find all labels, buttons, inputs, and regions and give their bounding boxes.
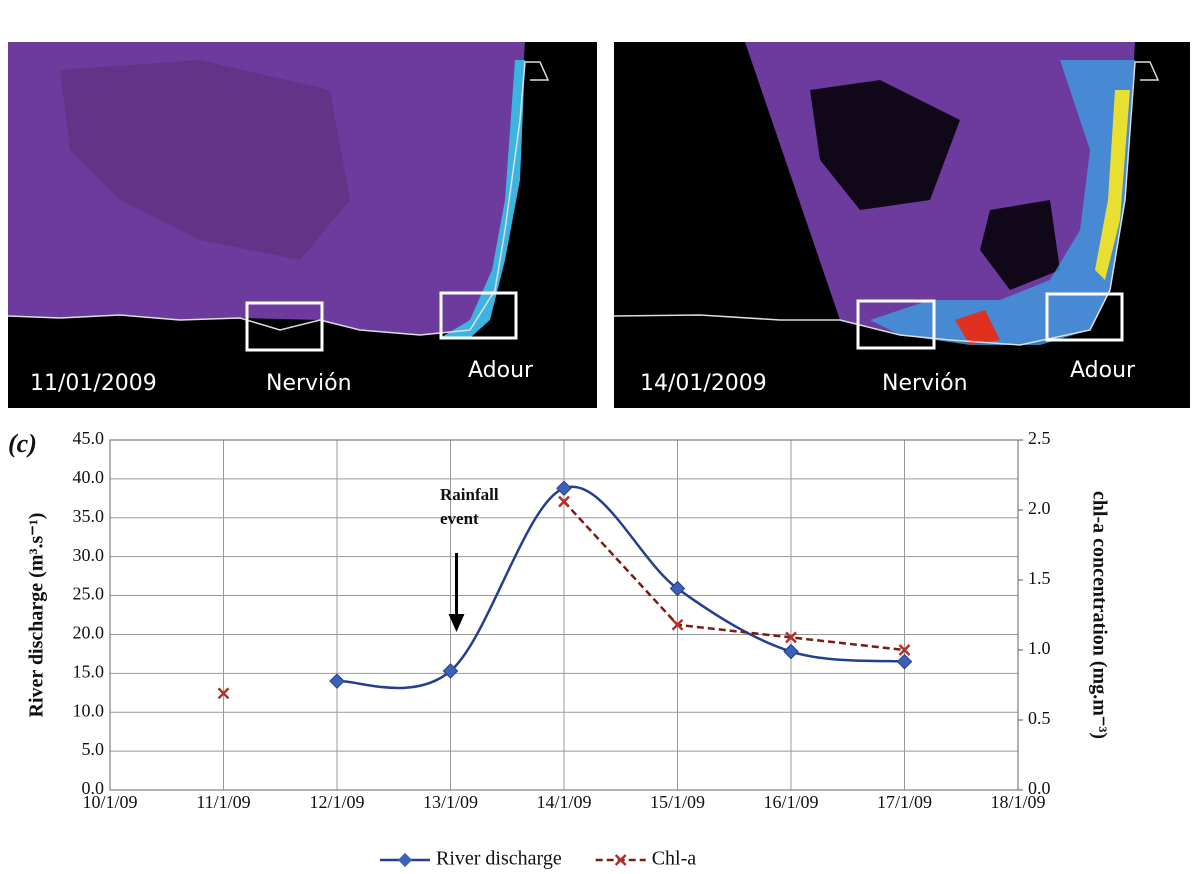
panel-label: (a): [10, 15, 41, 40]
coastline: [7, 61, 550, 336]
legend-label: River discharge: [436, 848, 562, 870]
legend-marker: [614, 854, 627, 866]
plot-frame: [109, 439, 1019, 791]
plume: [870, 60, 1135, 345]
y-tick-label: 10.0: [73, 700, 105, 720]
panel-b: (b) 14/01/2009 Nervión Adour: [613, 15, 1190, 408]
region-label: Nervión: [882, 371, 968, 396]
panel-label: (b): [622, 15, 653, 40]
data-point: [217, 687, 230, 700]
x-tick-label: 17/1/09: [877, 792, 932, 812]
y2-axis-title: chl-a concentration (mg.m⁻³): [1088, 491, 1110, 739]
y2-tick-label: 2.5: [1028, 428, 1051, 448]
plume: [440, 60, 525, 338]
y2-tick-label: 0.5: [1028, 708, 1051, 728]
region-label: Adour: [1070, 358, 1136, 383]
plume-high: [955, 310, 1000, 345]
panel-a: (a) 11/01/2009 Nervión Adour: [7, 15, 597, 408]
y-tick-label: 25.0: [73, 584, 105, 604]
y-tick-label: 35.0: [73, 506, 105, 526]
x-tick-label: 18/1/09: [990, 792, 1045, 812]
region-label: Nervión: [266, 371, 352, 396]
date-label: 11/01/2009: [30, 371, 157, 396]
y2-tick-label: 1.5: [1028, 568, 1051, 588]
data-point: [556, 480, 572, 497]
y2-tick-label: 0.0: [1028, 778, 1051, 798]
coastline: [613, 61, 1160, 346]
panel-label: (c): [8, 429, 37, 458]
cloud: [810, 80, 960, 210]
region-box: [1045, 292, 1124, 342]
x-tick-label: 12/1/09: [309, 792, 364, 812]
x-tick-label: 10/1/09: [82, 792, 137, 812]
region-box: [856, 299, 936, 350]
data-point: [442, 663, 459, 679]
region-box: [439, 291, 518, 340]
x-tick-label: 14/1/09: [536, 792, 591, 812]
y-axis-title: River discharge (m³.s⁻¹): [26, 513, 48, 718]
legend-label: Chl-a: [652, 848, 697, 870]
date-label: 14/01/2009: [640, 371, 767, 396]
data-point: [783, 643, 799, 660]
y-tick-label: 0.0: [82, 778, 105, 798]
y-tick-label: 5.0: [82, 739, 105, 759]
region-box: [245, 301, 324, 352]
data-point: [329, 673, 345, 689]
x-tick-label: 16/1/09: [763, 792, 818, 812]
region-label: Adour: [468, 358, 534, 383]
sea-patch: [60, 60, 350, 260]
y2-tick-label: 1.0: [1028, 638, 1051, 658]
y-tick-label: 40.0: [73, 467, 105, 487]
annotation-arrowhead: [448, 614, 465, 632]
series-line: [563, 500, 905, 652]
data-point: [785, 631, 797, 644]
y-tick-label: 20.0: [73, 623, 105, 643]
annotation: event: [440, 509, 479, 528]
data-point: [671, 618, 684, 631]
chart: (c) 0.0 5.0 10.0 15.0 20.0 25.0 30.0 35.0 40.0 45…: [8, 428, 1110, 869]
cloud: [980, 200, 1060, 290]
annotation: Rainfall: [440, 485, 499, 504]
data-point: [669, 580, 686, 597]
y-tick-label: 30.0: [73, 545, 105, 565]
x-tick-label: 13/1/09: [423, 792, 478, 812]
y-tick-label: 45.0: [73, 428, 105, 448]
data-point: [896, 653, 913, 670]
y-tick-label: 15.0: [73, 661, 105, 681]
y2-tick-label: 2.0: [1028, 498, 1051, 518]
x-tick-label: 11/1/09: [196, 792, 250, 812]
x-tick-label: 15/1/09: [650, 792, 705, 812]
plume-high: [1095, 90, 1130, 280]
data-point: [898, 644, 911, 656]
series-line: [336, 485, 905, 690]
legend-marker: [397, 852, 413, 868]
data-point: [558, 495, 570, 508]
